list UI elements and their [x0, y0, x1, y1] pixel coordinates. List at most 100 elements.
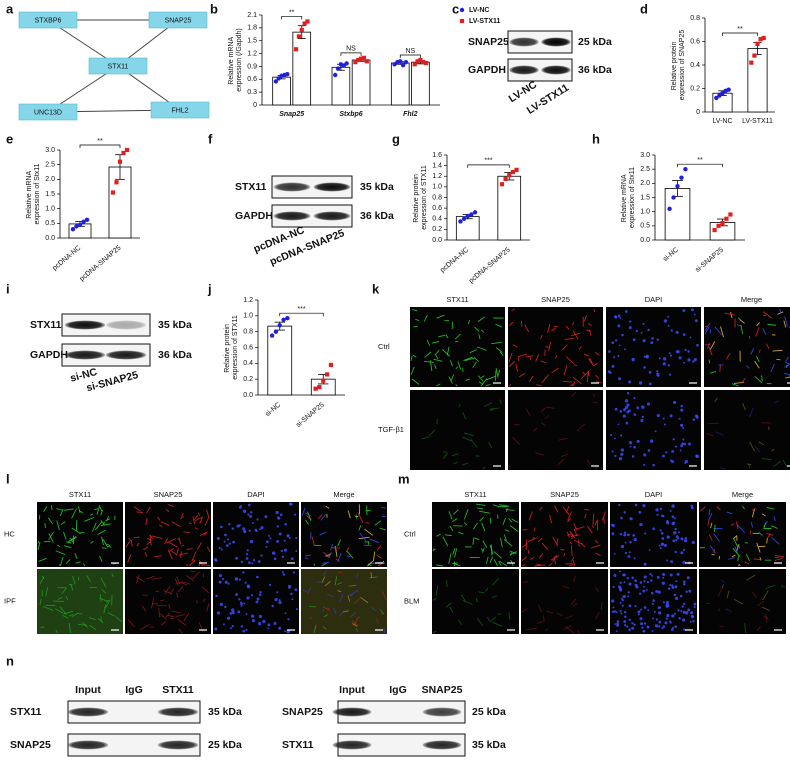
nucleus [652, 617, 655, 620]
fiber [455, 384, 458, 387]
fiber [305, 519, 309, 525]
nucleus [621, 333, 624, 337]
y-tick-label: 1.2 [243, 297, 253, 304]
fiber [426, 339, 431, 346]
fiber [489, 556, 494, 563]
fiber [304, 554, 311, 557]
fiber [369, 576, 378, 579]
fiber [432, 548, 436, 552]
row-label: TGF-β1 [378, 425, 404, 434]
fiber [754, 445, 761, 453]
fiber [445, 602, 452, 608]
column-label: IgG [389, 684, 407, 696]
nucleus [680, 404, 684, 408]
nucleus [671, 504, 675, 508]
fiber [458, 531, 464, 535]
nucleus [224, 533, 227, 537]
fiber [584, 513, 587, 519]
fiber [541, 542, 549, 550]
nucleus [269, 537, 272, 540]
nucleus [669, 414, 673, 418]
fiber [374, 520, 382, 526]
fiber [719, 625, 724, 628]
nucleus [248, 503, 251, 507]
nucleus [669, 354, 673, 357]
fiber [509, 525, 519, 532]
fiber [176, 592, 179, 598]
fiber [548, 562, 553, 567]
nucleus [659, 547, 662, 550]
nucleus [218, 580, 222, 584]
fiber [518, 372, 526, 378]
nucleus [231, 611, 235, 615]
fiber [357, 513, 364, 523]
fiber [762, 328, 767, 335]
fiber [498, 504, 510, 507]
fiber [570, 391, 577, 398]
nucleus [664, 621, 668, 625]
nucleus [617, 314, 621, 318]
fiber [744, 561, 750, 565]
nucleus [246, 549, 249, 552]
fiber [562, 585, 570, 589]
data-point [281, 317, 286, 322]
data-point [269, 333, 275, 338]
fiber [130, 539, 133, 547]
nucleus [278, 626, 282, 630]
fiber [730, 523, 735, 526]
y-tick-label: 0.2 [690, 85, 700, 92]
fiber [708, 534, 713, 541]
y-tick-label: 1.2 [247, 50, 257, 57]
nucleus [642, 589, 646, 593]
blot-kda-label: 25 kDa [208, 739, 242, 751]
fiber [54, 608, 64, 614]
tissue-glow [37, 569, 123, 634]
fiber [751, 509, 755, 518]
fiber [571, 557, 575, 562]
fiber [90, 540, 94, 544]
nucleus [267, 534, 270, 537]
data-point [70, 227, 76, 232]
nucleus [226, 616, 231, 620]
blot-row-label: STX11 [235, 181, 267, 193]
fiber [75, 561, 81, 564]
nucleus [665, 451, 668, 454]
fiber [367, 541, 370, 545]
fiber [446, 346, 450, 356]
fiber [595, 587, 600, 593]
nucleus [686, 576, 690, 580]
nucleus [648, 370, 652, 374]
data-point [728, 212, 733, 217]
y-tick-label: 0.4 [243, 360, 253, 367]
fiber [554, 505, 559, 513]
nucleus [673, 593, 677, 597]
nucleus [294, 588, 298, 592]
fiber [82, 563, 86, 567]
fiber [424, 351, 432, 358]
x-tick-label: LV-NC [712, 118, 732, 125]
nucleus [634, 579, 637, 583]
fiber [145, 517, 148, 526]
fiber [101, 589, 107, 594]
nucleus [629, 445, 632, 448]
nucleus [672, 539, 676, 543]
fiber [469, 349, 477, 354]
fiber [724, 312, 735, 316]
y-tick-label: 2.0 [45, 176, 55, 183]
y-tick-label: 0.8 [243, 329, 253, 336]
nucleus [614, 339, 618, 342]
micrograph [699, 569, 786, 634]
fiber [94, 508, 99, 511]
column-header: STX11 [69, 490, 91, 499]
nucleus [612, 606, 615, 609]
nucleus [669, 573, 673, 577]
nucleus [291, 598, 294, 601]
fiber [526, 627, 537, 631]
nucleus [661, 627, 664, 630]
fiber [411, 378, 420, 385]
fiber [508, 465, 511, 470]
fiber [540, 407, 547, 413]
data-point [418, 57, 423, 63]
fiber [750, 521, 754, 528]
fiber [594, 540, 599, 544]
